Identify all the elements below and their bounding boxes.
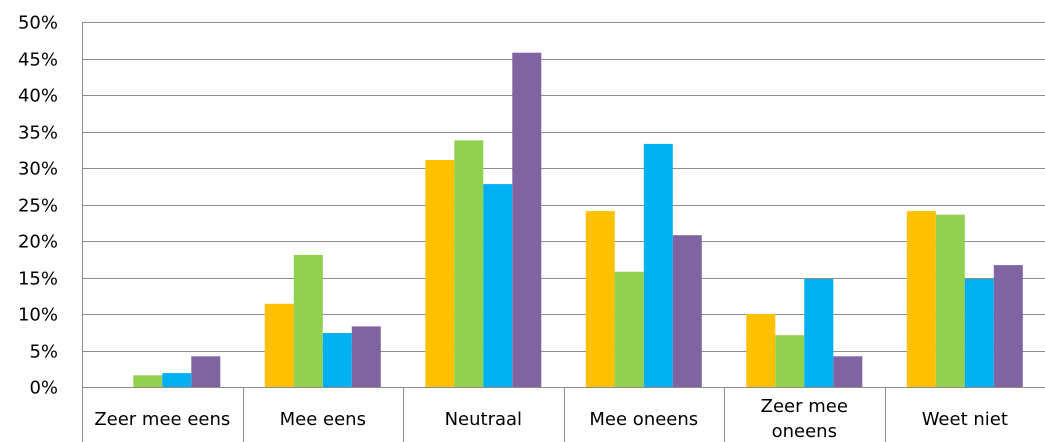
bar [643,143,673,387]
bar [775,335,805,387]
y-tick-label: 35% [18,123,58,144]
bar [162,373,192,387]
bar [804,279,834,387]
x-category-label: Zeer mee eens [94,409,230,430]
y-tick-label: 40% [18,86,58,107]
y-tick-label: 50% [18,13,58,34]
bar [906,211,936,387]
bar [585,211,615,387]
bar [512,52,542,387]
x-category-label: Neutraal [445,409,522,430]
bar [935,214,965,387]
bar [964,279,994,387]
bar [264,303,294,387]
y-tick-label: 0% [29,378,58,399]
bar [833,356,863,387]
y-tick-label: 15% [18,269,58,290]
y-tick-label: 25% [18,196,58,217]
y-tick-label: 30% [18,159,58,180]
y-tick-label: 45% [18,50,58,71]
bar [351,326,381,387]
x-axis: Zeer mee eens Mee eens Neutraal Mee oneens Z… [82,22,1045,442]
x-category-label: Mee eens [280,409,366,430]
bar [293,254,323,387]
bar [483,184,513,387]
bar [322,333,352,387]
bar [191,356,221,387]
x-category-label: Mee oneens [589,409,698,430]
y-tick-label: 5% [29,342,58,363]
bar [993,265,1023,387]
x-category-label: Zeer mee oneens [761,396,848,442]
y-tick-label: 10% [18,305,58,326]
bar [133,375,163,387]
gridlines [82,22,1045,352]
bar [746,314,776,387]
y-tick-label: 20% [18,232,58,253]
x-category-label: Weet niet [922,409,1008,430]
bar [672,235,702,387]
bar [614,271,644,387]
bar [454,140,484,387]
y-axis-tick-labels: 0% 5% 10% 15% 20% 25% 30% 35% 40% 45% 50% [18,13,58,399]
bar [425,160,455,387]
bars [133,52,1023,387]
